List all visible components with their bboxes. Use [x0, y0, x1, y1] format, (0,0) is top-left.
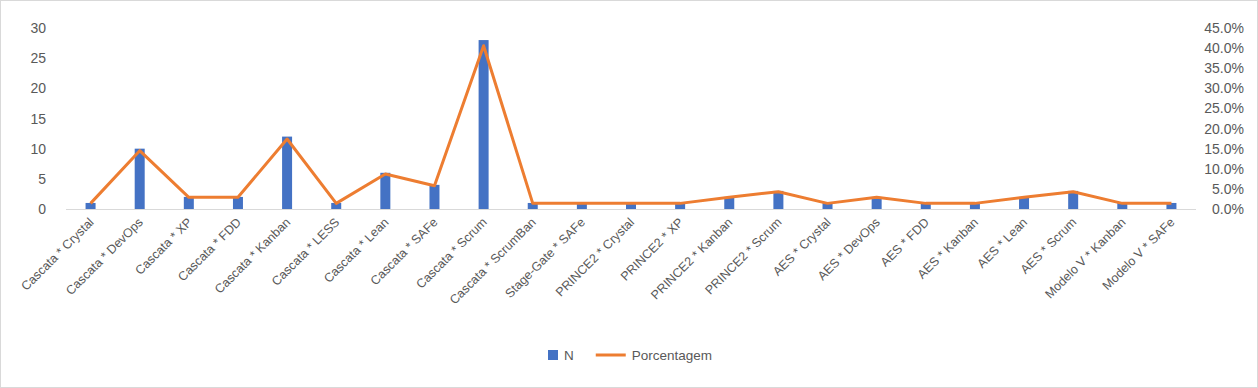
bar — [429, 185, 439, 209]
y2-tick-label: 30.0% — [1204, 80, 1244, 96]
y-tick — [62, 209, 66, 210]
y2-tick-label: 40.0% — [1204, 40, 1244, 56]
y2-tick — [1196, 28, 1200, 29]
bar — [135, 149, 145, 209]
chart: 0 5 10 15 20 25 30 0.0% 5.0% 10.0% 15.0% 20.0% 25.0%… — [0, 0, 1258, 388]
legend-swatch — [596, 354, 626, 357]
y2-tick — [1196, 48, 1200, 49]
y2-tick-label: 35.0% — [1204, 60, 1244, 76]
y2-tick — [1196, 68, 1200, 69]
y2-tick — [1196, 188, 1200, 189]
y-tick-label: 30 — [30, 20, 46, 36]
y-tick-label: 20 — [30, 80, 46, 96]
y2-tick-label: 20.0% — [1204, 121, 1244, 137]
legend-label: Porcentagem — [632, 348, 712, 363]
x-tick-label: PRINCE2 * Kanban — [648, 215, 735, 302]
y2-tick — [1196, 209, 1200, 210]
y-tick-label: 10 — [30, 141, 46, 157]
y-tick-label: 0 — [38, 201, 46, 217]
y-tick — [62, 88, 66, 89]
x-tick-label: Cascata * ScrumBan — [447, 215, 539, 307]
y2-tick — [1196, 108, 1200, 109]
x-tick-label: Modelo V * Kanban — [1042, 215, 1128, 301]
y2-tick — [1196, 88, 1200, 89]
y-tick — [62, 178, 66, 179]
y2-tick — [1196, 168, 1200, 169]
y2-tick-label: 15.0% — [1204, 141, 1244, 157]
marks — [86, 40, 1177, 209]
y2-tick — [1196, 148, 1200, 149]
x-tick-label: Modelo V * SAFe — [1100, 215, 1178, 293]
legend-label: N — [564, 348, 574, 363]
y2-tick-label: 0.0% — [1212, 201, 1244, 217]
chart-frame — [1, 1, 1258, 388]
bar — [479, 40, 489, 209]
bar — [282, 137, 292, 209]
x-tick-label: Cascata * DevOps — [63, 215, 146, 298]
x-axis — [66, 209, 1196, 210]
y-tick — [62, 148, 66, 149]
y-tick-label: 15 — [30, 111, 46, 127]
y-tick — [62, 58, 66, 59]
y2-tick-label: 10.0% — [1204, 161, 1244, 177]
bar — [86, 203, 96, 209]
y-tick-label: 5 — [38, 171, 46, 187]
legend: N Porcentagem — [548, 348, 712, 363]
legend-swatch — [548, 350, 558, 360]
y-tick — [62, 118, 66, 119]
y2-tick-label: 25.0% — [1204, 100, 1244, 116]
x-tick-label: PRINCE2 * Scrum — [702, 215, 784, 297]
y2-tick — [1196, 128, 1200, 129]
y-tick — [62, 28, 66, 29]
x-tick-label: AES * Kanban — [915, 215, 981, 281]
x-tick-label: PRINCE2 * Crystal — [553, 215, 637, 299]
y-tick-label: 25 — [30, 50, 46, 66]
x-tick-label: AES * DevOps — [815, 215, 883, 283]
x-tick-label: Stage-Gate * SAFe — [502, 215, 588, 301]
y2-tick-label: 45.0% — [1204, 20, 1244, 36]
line — [91, 46, 1172, 204]
y2-tick-label: 5.0% — [1212, 181, 1244, 197]
bar — [380, 173, 390, 209]
